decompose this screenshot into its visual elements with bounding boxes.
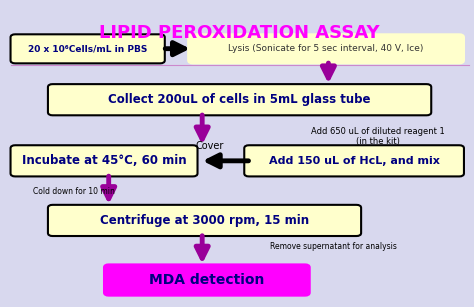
FancyBboxPatch shape: [10, 145, 198, 177]
Text: Add 650 uL of diluted reagent 1
(in the kit): Add 650 uL of diluted reagent 1 (in the …: [310, 127, 444, 146]
Text: 20 x 10⁶Cells/mL in PBS: 20 x 10⁶Cells/mL in PBS: [28, 44, 147, 53]
Text: LIPID PEROXIDATION ASSAY: LIPID PEROXIDATION ASSAY: [99, 24, 380, 42]
FancyBboxPatch shape: [48, 84, 431, 115]
Text: Cover: Cover: [195, 141, 223, 151]
FancyBboxPatch shape: [10, 34, 165, 63]
Text: Cold down for 10 min: Cold down for 10 min: [33, 187, 115, 196]
Text: Remove supernatant for analysis: Remove supernatant for analysis: [270, 242, 397, 251]
FancyBboxPatch shape: [244, 145, 464, 177]
FancyBboxPatch shape: [188, 34, 464, 63]
Text: Centrifuge at 3000 rpm, 15 min: Centrifuge at 3000 rpm, 15 min: [100, 214, 309, 227]
Text: MDA detection: MDA detection: [149, 273, 264, 287]
Text: Collect 200uL of cells in 5mL glass tube: Collect 200uL of cells in 5mL glass tube: [109, 93, 371, 106]
FancyBboxPatch shape: [104, 264, 310, 296]
FancyBboxPatch shape: [48, 205, 361, 236]
Text: Add 150 uL of HcL, and mix: Add 150 uL of HcL, and mix: [269, 156, 439, 166]
Text: Lysis (Sonicate for 5 sec interval, 40 V, Ice): Lysis (Sonicate for 5 sec interval, 40 V…: [228, 44, 424, 53]
Text: Incubate at 45°C, 60 min: Incubate at 45°C, 60 min: [22, 154, 186, 167]
